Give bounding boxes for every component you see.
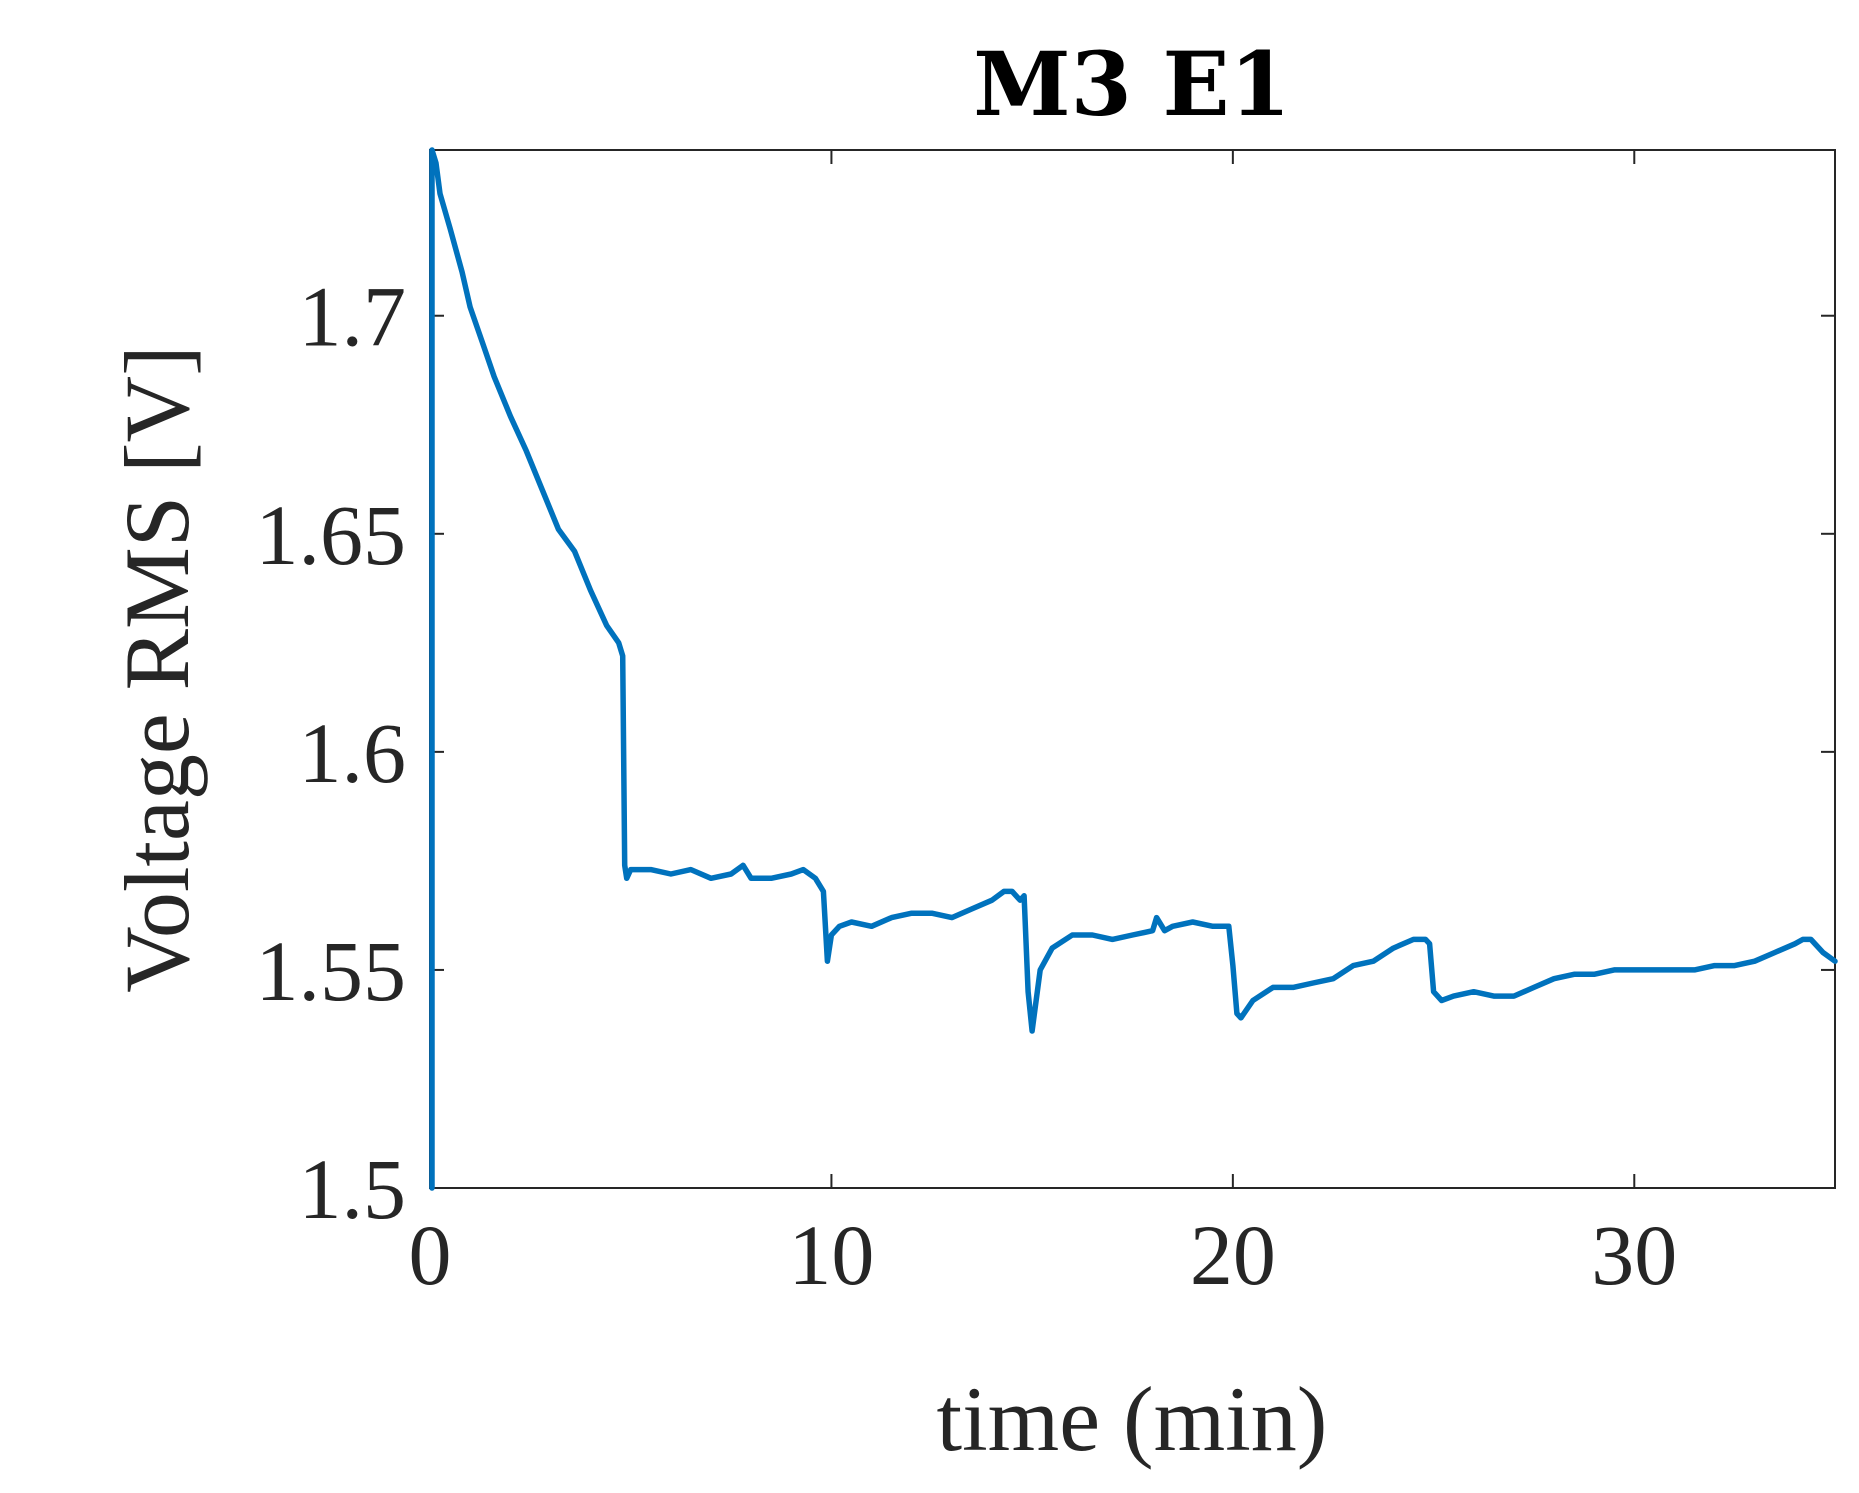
plot-area-frame bbox=[429, 149, 1836, 1189]
y-axis-label: Voltage RMS [V] bbox=[106, 345, 208, 992]
x-axis: 0 10 20 30 bbox=[409, 150, 1677, 1303]
x-axis-label: time (min) bbox=[937, 1368, 1328, 1470]
x-tick-label: 20 bbox=[1190, 1207, 1276, 1303]
x-tick-label: 10 bbox=[788, 1207, 874, 1303]
y-tick-label: 1.5 bbox=[299, 1141, 407, 1237]
y-tick-label: 1.55 bbox=[256, 923, 407, 1019]
y-tick-label: 1.7 bbox=[299, 269, 407, 365]
series-line bbox=[429, 147, 1838, 1191]
x-tick-label: 0 bbox=[409, 1207, 452, 1303]
x-tick-label: 30 bbox=[1591, 1207, 1677, 1303]
y-axis: 1.5 1.55 1.6 1.65 1.7 bbox=[256, 269, 1835, 1237]
y-tick-label: 1.6 bbox=[299, 705, 407, 801]
y-tick-label: 1.65 bbox=[256, 487, 407, 583]
chart-title: M3 E1 bbox=[973, 32, 1291, 136]
